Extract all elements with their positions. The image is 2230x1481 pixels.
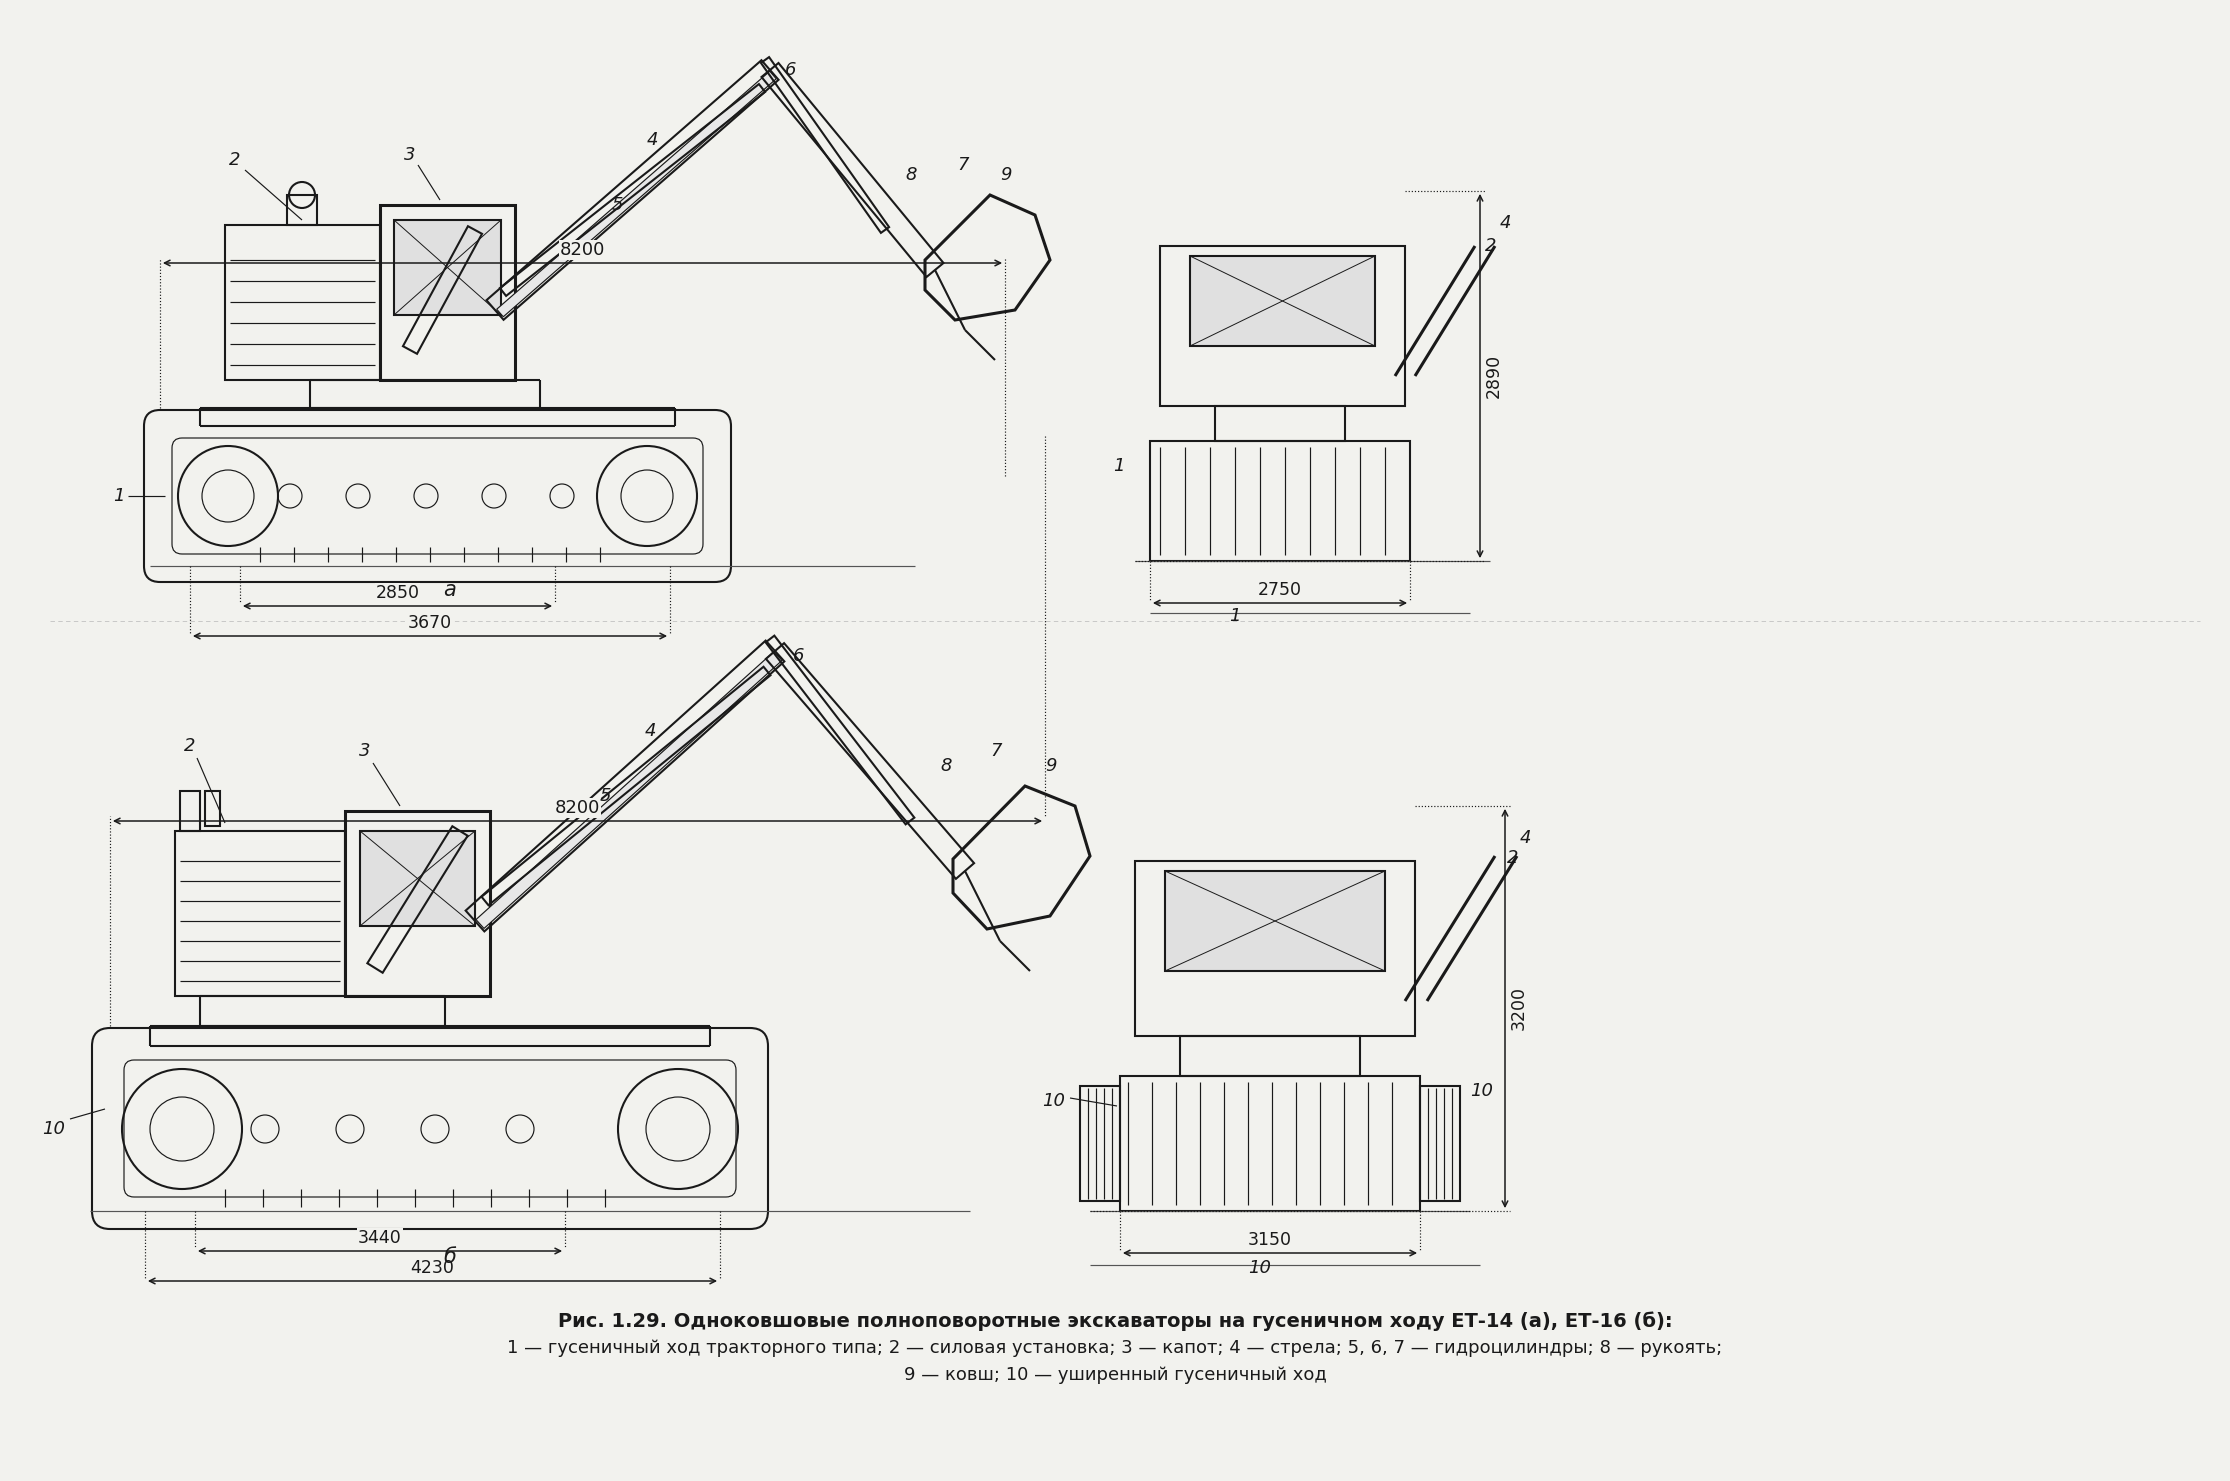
Bar (1191, 256, 1376, 347)
Text: 3440: 3440 (359, 1229, 401, 1247)
Text: а: а (444, 581, 457, 600)
Bar (359, 831, 475, 926)
Text: 6: 6 (785, 61, 796, 78)
Text: 2: 2 (230, 151, 241, 169)
Text: 8200: 8200 (560, 241, 604, 259)
Text: 3150: 3150 (1249, 1231, 1291, 1248)
Text: 4230: 4230 (410, 1259, 455, 1277)
Bar (181, 791, 201, 831)
Text: 10: 10 (42, 1120, 65, 1137)
Bar (1421, 1086, 1461, 1201)
Text: 2: 2 (1485, 237, 1496, 255)
Text: 3: 3 (404, 147, 415, 164)
Text: 8: 8 (941, 757, 952, 775)
Bar (1119, 1077, 1421, 1211)
Bar (1151, 441, 1409, 561)
Bar (174, 831, 346, 997)
Text: 4: 4 (1501, 213, 1512, 233)
Text: 1: 1 (114, 487, 125, 505)
Text: 9: 9 (1046, 757, 1057, 775)
Text: 9: 9 (999, 166, 1012, 184)
Text: 2: 2 (185, 738, 196, 755)
Bar (346, 812, 491, 997)
Text: 8200: 8200 (555, 800, 600, 818)
Text: 8: 8 (905, 166, 917, 184)
Text: 5: 5 (611, 195, 624, 213)
Bar (379, 204, 515, 381)
Text: 2890: 2890 (1485, 354, 1503, 398)
Text: 1 — гусеничный ход тракторного типа; 2 — силовая установка; 3 — капот; 4 — стрел: 1 — гусеничный ход тракторного типа; 2 —… (508, 1339, 1722, 1357)
Text: 3: 3 (359, 742, 370, 760)
Bar (1079, 1086, 1119, 1201)
Text: 5: 5 (600, 786, 611, 806)
Text: 2750: 2750 (1258, 581, 1302, 598)
Bar (205, 791, 221, 826)
Bar (288, 195, 317, 225)
Text: Рис. 1.29. Одноковшовые полноповоротные экскаваторы на гусеничном ходу ЕТ-14 (а): Рис. 1.29. Одноковшовые полноповоротные … (558, 1311, 1672, 1331)
Text: 7: 7 (957, 156, 968, 173)
Text: б: б (444, 1247, 457, 1268)
Bar (1135, 860, 1416, 1037)
Text: 2: 2 (1507, 849, 1519, 866)
Text: 2850: 2850 (375, 584, 419, 601)
Bar (1215, 406, 1345, 441)
Text: 4: 4 (644, 723, 656, 740)
Text: 6: 6 (794, 647, 805, 665)
Text: 1: 1 (1229, 607, 1240, 625)
Bar (395, 221, 502, 315)
Text: 10: 10 (1249, 1259, 1271, 1277)
Text: 9 — ковш; 10 — уширенный гусеничный ход: 9 — ковш; 10 — уширенный гусеничный ход (903, 1365, 1327, 1385)
Text: 4: 4 (647, 130, 658, 150)
Text: 4: 4 (1521, 829, 1532, 847)
Bar (1180, 1037, 1360, 1077)
Polygon shape (475, 652, 783, 929)
Text: 10: 10 (1041, 1091, 1066, 1109)
Text: 3670: 3670 (408, 615, 453, 632)
Polygon shape (497, 71, 776, 317)
Bar (1164, 871, 1385, 972)
Bar (225, 225, 379, 381)
Text: 3200: 3200 (1510, 986, 1528, 1031)
Text: 7: 7 (990, 742, 1001, 760)
Text: 1: 1 (1113, 458, 1124, 475)
Text: 10: 10 (1470, 1083, 1494, 1100)
Bar (1160, 246, 1405, 406)
